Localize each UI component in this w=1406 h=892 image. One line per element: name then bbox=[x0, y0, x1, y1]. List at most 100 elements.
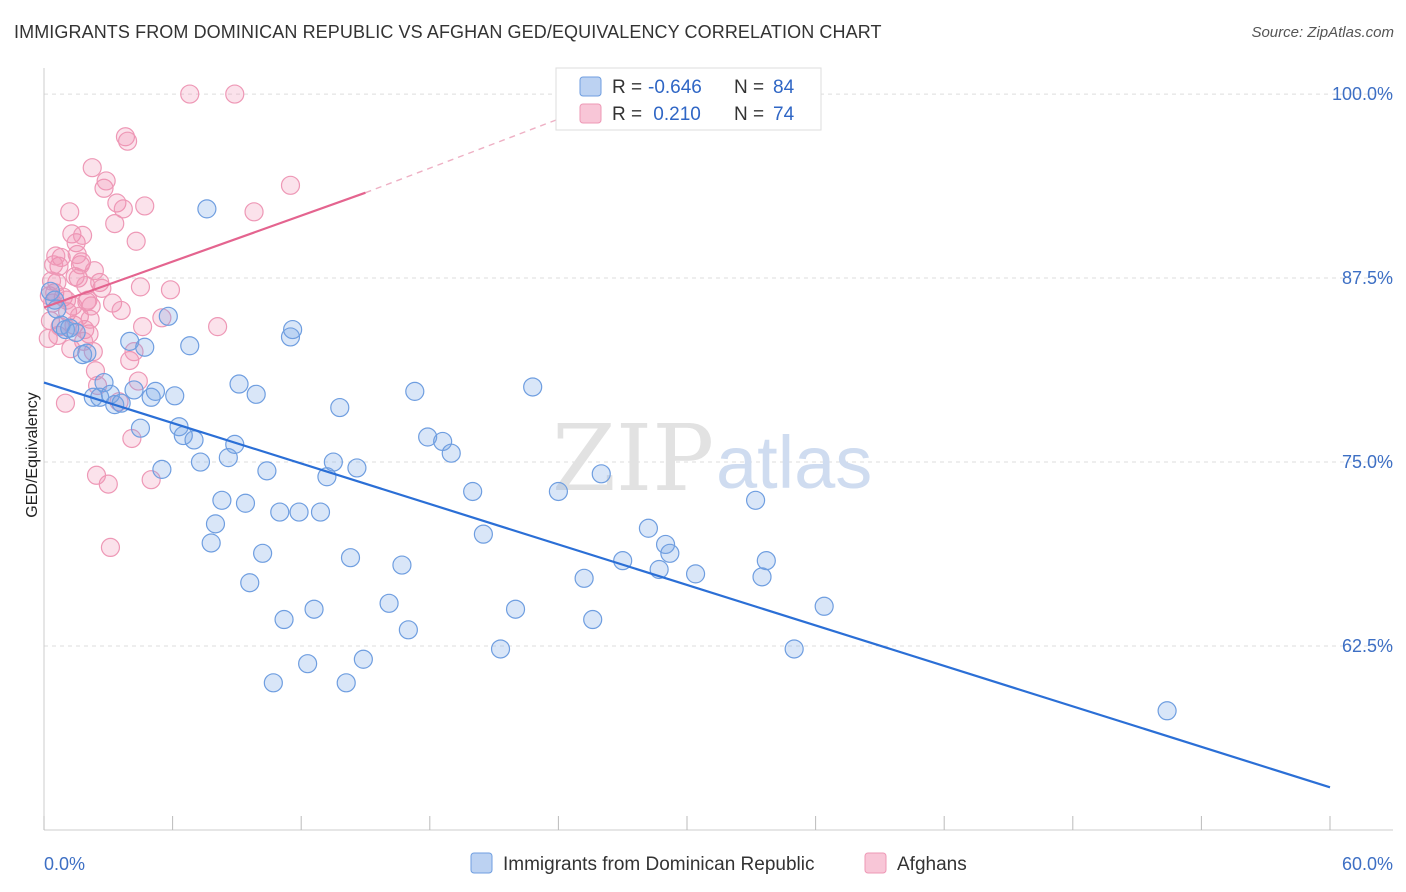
dominican-point bbox=[205, 514, 226, 534]
dominican-point bbox=[756, 551, 776, 571]
dominican-point bbox=[145, 381, 166, 401]
legend-r-label-blue: R = bbox=[612, 77, 642, 98]
dominican-point bbox=[655, 534, 676, 555]
afghans-point bbox=[86, 465, 107, 485]
dominican-point bbox=[270, 502, 290, 522]
afghans-point bbox=[41, 271, 62, 291]
legend-n-label-pink: N = bbox=[734, 104, 764, 125]
legend-r-label-pink: R = bbox=[612, 104, 642, 125]
afghans-point bbox=[84, 261, 104, 281]
grid-lines bbox=[44, 93, 1393, 647]
afghans-point bbox=[180, 84, 200, 104]
dominican-point bbox=[745, 490, 766, 510]
dominican-point bbox=[135, 337, 155, 357]
afghans-point bbox=[132, 317, 153, 337]
dominican-point bbox=[180, 336, 200, 356]
legend-r-value-blue: -0.646 bbox=[648, 77, 702, 98]
afghans-point bbox=[96, 171, 116, 191]
dominican-point bbox=[1157, 701, 1177, 721]
dominican-point bbox=[304, 599, 324, 619]
afghans-point bbox=[82, 158, 102, 178]
afghans-point bbox=[105, 214, 125, 234]
x-tick-label: 60.0% bbox=[1342, 854, 1393, 874]
y-tick-label: 62.5% bbox=[1342, 636, 1393, 656]
dominican-point bbox=[240, 573, 260, 593]
dominican-point bbox=[583, 609, 603, 630]
legend-n-value-blue: 84 bbox=[773, 77, 795, 98]
dominican-point bbox=[685, 564, 706, 584]
dominican-point bbox=[152, 459, 172, 479]
afghans-point bbox=[46, 246, 66, 266]
dominican-point bbox=[379, 593, 399, 613]
dominican-point bbox=[235, 493, 256, 513]
dominican-point bbox=[310, 502, 331, 522]
afghans-point bbox=[120, 350, 140, 371]
afghans-point bbox=[113, 199, 133, 219]
dominican-point bbox=[418, 427, 438, 447]
dominican-point bbox=[158, 306, 178, 326]
y-tick-label: 100.0% bbox=[1332, 84, 1393, 104]
afghans-point bbox=[225, 84, 245, 104]
series-legend: Immigrants from Dominican Republic Afgha… bbox=[470, 852, 967, 875]
trend-lines bbox=[43, 118, 1331, 789]
afghans-point bbox=[80, 309, 100, 329]
afghans-point bbox=[94, 178, 114, 198]
dominican-point bbox=[441, 443, 461, 463]
dominican-point bbox=[505, 599, 526, 619]
dominican-point bbox=[283, 319, 303, 340]
series-legend-blue-label: Immigrants from Dominican Republic bbox=[503, 854, 815, 875]
dominican-point bbox=[253, 543, 273, 563]
y-tick-labels: 100.0% 87.5% 75.0% 62.5% bbox=[1332, 84, 1393, 656]
afghans-trend-extension bbox=[365, 118, 559, 194]
dominican-point bbox=[66, 322, 86, 343]
dominican-point bbox=[330, 397, 350, 418]
dominican-point bbox=[298, 654, 318, 674]
afghans-point bbox=[83, 342, 103, 362]
dominican-point bbox=[289, 502, 309, 522]
series-legend-pink-swatch bbox=[864, 852, 887, 874]
afghans-trend-line bbox=[43, 191, 366, 309]
afghans-point bbox=[126, 231, 146, 251]
dominican-point bbox=[229, 374, 249, 394]
y-tick-label: 75.0% bbox=[1342, 452, 1393, 472]
series-legend-blue-swatch bbox=[470, 852, 493, 874]
axes bbox=[43, 68, 1393, 831]
dominican-point bbox=[130, 418, 151, 438]
dominican-point bbox=[274, 609, 294, 630]
afghans-point bbox=[152, 308, 172, 328]
dominican-point bbox=[405, 381, 425, 401]
afghans-point bbox=[117, 131, 138, 151]
dominican-point bbox=[165, 386, 185, 406]
dominican-point bbox=[94, 372, 114, 393]
afghans-point bbox=[92, 278, 112, 298]
dominican-point bbox=[347, 458, 367, 478]
x-tick-label: 0.0% bbox=[44, 854, 85, 874]
afghans-point bbox=[280, 175, 301, 195]
dominican-point bbox=[660, 543, 680, 563]
legend-n-label-blue: N = bbox=[734, 77, 764, 98]
dominican-point bbox=[184, 430, 204, 450]
afghans-point bbox=[72, 225, 93, 245]
afghans-point bbox=[124, 342, 144, 362]
dominican-point bbox=[197, 199, 217, 219]
dominican-point bbox=[473, 524, 493, 544]
x-tick-labels: 0.0% 60.0% bbox=[44, 854, 1393, 874]
legend-blue-swatch bbox=[579, 76, 602, 97]
dominican-point bbox=[784, 639, 804, 659]
dominican-point bbox=[257, 461, 277, 481]
dominican-point bbox=[212, 490, 232, 510]
source-label: Source: ZipAtlas.com bbox=[1251, 24, 1394, 41]
afghans-point bbox=[208, 317, 228, 337]
y-axis-label: GED/Equivalency bbox=[24, 392, 41, 517]
dominican-point bbox=[353, 649, 373, 669]
y-tick-label: 87.5% bbox=[1342, 268, 1393, 288]
watermark-atlas: atlas bbox=[716, 421, 872, 504]
afghans-point bbox=[100, 537, 121, 558]
afghans-point bbox=[160, 280, 181, 300]
dominican-point bbox=[548, 481, 569, 502]
dominican-point bbox=[190, 452, 211, 472]
dominican-point bbox=[340, 548, 361, 568]
dominican-point bbox=[523, 377, 543, 397]
dominican-point bbox=[263, 673, 283, 693]
